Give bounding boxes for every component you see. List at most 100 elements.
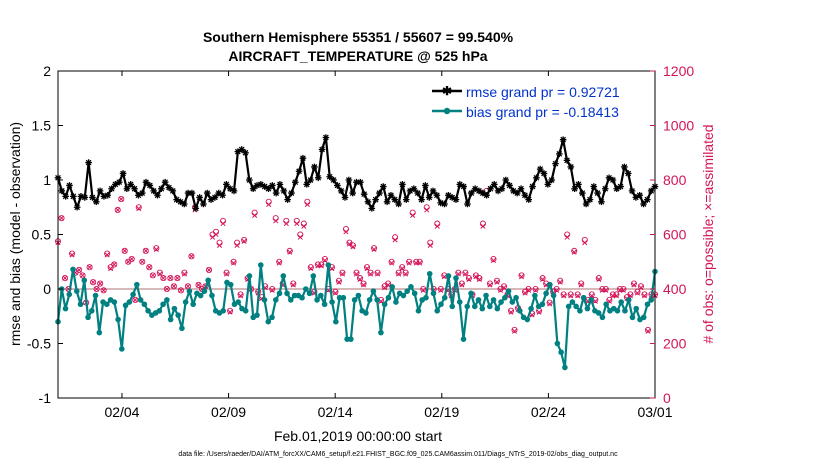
obs-possible-point: [367, 269, 374, 276]
rmse-point: [203, 189, 211, 197]
obs-possible-point: [286, 247, 293, 254]
bias-point: [269, 314, 275, 321]
x-tick-label: 02/14: [318, 404, 353, 420]
rmse-point: [249, 185, 257, 193]
rmse-point: [383, 198, 391, 206]
rmse-point: [66, 182, 73, 189]
bias-point: [104, 301, 110, 308]
obs-possible-point: [61, 275, 69, 282]
legend: ✱ rmse grand pr = 0.92721 bias grand pr …: [432, 84, 620, 120]
obs-possible-point: [128, 255, 135, 263]
obs-assimilated-point: [466, 276, 472, 283]
obs-possible-point: [234, 239, 241, 246]
rmse-point: [112, 181, 119, 188]
obs-possible-point: [188, 253, 195, 260]
obs-assimilated-point: [58, 215, 65, 221]
rmse-point: [399, 181, 406, 188]
bias-point: [220, 308, 227, 314]
rmse-point: [70, 193, 77, 200]
rmse-point: [640, 200, 647, 208]
obs-possible-point: [321, 255, 328, 263]
bias-point: [242, 308, 249, 314]
obs-assimilated-point: [620, 287, 626, 293]
obs-possible-point: [104, 250, 111, 257]
rmse-point: [552, 160, 559, 167]
bias-point: [426, 270, 433, 277]
bias-point: [126, 299, 133, 305]
rmse-point: [288, 189, 295, 197]
obs-possible-point: [637, 283, 645, 290]
bias-point: [265, 318, 272, 325]
obs-possible-point: [479, 220, 486, 227]
obs-assimilated-point: [188, 253, 195, 259]
rmse-point: [280, 187, 288, 195]
rmse-point: [391, 196, 399, 203]
obs-assimilated-point: [160, 275, 166, 281]
bias-point: [141, 301, 148, 308]
bias-point: [257, 262, 264, 268]
obs-assimilated-point: [269, 287, 275, 293]
obs-assimilated-point: [216, 242, 223, 248]
bias-point: [77, 301, 84, 308]
obs-assimilated-point: [122, 248, 128, 254]
rmse-point: [154, 191, 161, 199]
rmse-point: [429, 187, 437, 195]
obs-assimilated-point: [164, 286, 170, 292]
obs-possible-point: [58, 215, 65, 222]
obs-possible-point: [588, 291, 595, 298]
rmse-point: [184, 189, 192, 197]
obs-possible-point: [399, 264, 406, 271]
bias-point: [539, 301, 546, 308]
obs-possible-point: [160, 275, 167, 282]
rmse-point: [357, 178, 364, 186]
obs-possible-point: [220, 217, 227, 224]
bias-point: [565, 303, 572, 310]
bias-point: [197, 292, 204, 299]
rmse-point: [234, 148, 242, 155]
rmse-point: [226, 185, 234, 193]
obs-assimilated-point: [290, 282, 296, 288]
bias-point: [167, 316, 174, 323]
obs-possible-point: [353, 269, 360, 276]
bias-point: [70, 266, 76, 273]
rmse-point: [246, 176, 253, 184]
rmse-point: [609, 176, 617, 184]
rmse-point: [318, 146, 326, 153]
obs-possible-point: [290, 280, 297, 287]
rmse-point: [242, 149, 249, 157]
rmse-point: [223, 181, 230, 188]
obs-possible-point: [335, 277, 342, 284]
bias-point: [284, 290, 290, 297]
rmse-point: [269, 182, 276, 189]
rmse-point: [571, 185, 578, 193]
obs-possible-point: [156, 269, 163, 276]
bias-point: [543, 290, 549, 297]
bias-point: [186, 288, 193, 294]
rmse-point: [291, 178, 299, 186]
bias-point: [205, 277, 211, 284]
obs-assimilated-point: [596, 276, 602, 283]
bias-point: [351, 297, 358, 303]
bias-point: [306, 290, 313, 297]
rmse-point: [211, 194, 219, 201]
obs-possible-point: [606, 296, 613, 303]
obs-assimilated-point: [490, 257, 497, 263]
obs-possible-point: [571, 247, 578, 254]
rmse-point: [364, 198, 372, 206]
obs-assimilated-point: [497, 287, 504, 293]
obs-possible-point: [356, 275, 364, 282]
obs-possible-point: [564, 231, 571, 238]
left-axis-label: rmse and bias (model - observation): [7, 122, 23, 346]
rmse-point: [613, 185, 621, 193]
rmse-point: [188, 189, 196, 197]
obs-possible-point: [634, 288, 641, 295]
rmse-point: [460, 183, 467, 190]
bias-point: [62, 305, 69, 312]
rmse-point: [265, 185, 272, 193]
obs-assimilated-point: [634, 290, 640, 296]
rmse-series-layer: [54, 134, 659, 212]
left-axis-ticks: -1 -0.5 0 0.5 1 1.5 2: [27, 63, 63, 406]
rmse-point: [548, 176, 555, 184]
obs-possible-point: [392, 234, 399, 241]
obs-possible-point: [342, 225, 350, 233]
